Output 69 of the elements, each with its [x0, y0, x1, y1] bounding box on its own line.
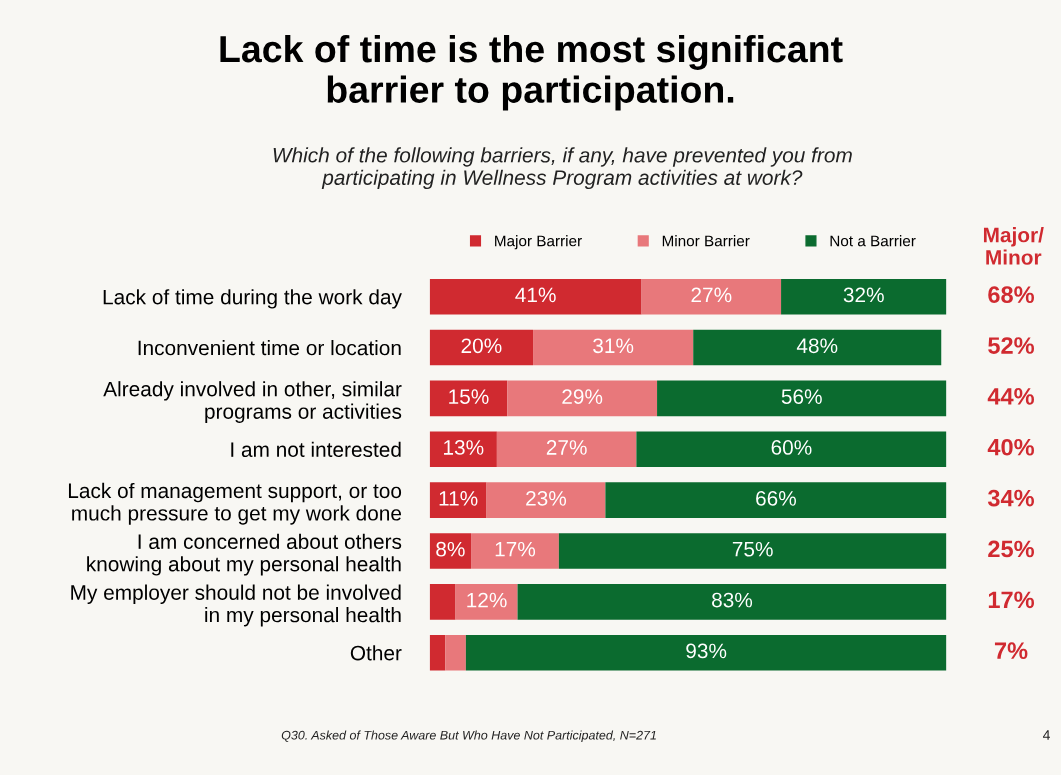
- chart-subtitle: Which of the following barriers, if any, have prevented you from participating in Wellness Program activities at work?: [273, 147, 852, 190]
- legend-label: Not a Barrier: [830, 235, 916, 247]
- data-label: 41%: [515, 287, 556, 303]
- bar: [471, 533, 559, 569]
- bar: [429, 329, 534, 366]
- data-label: 17%: [495, 541, 536, 557]
- bar: [465, 634, 947, 671]
- bar: [429, 431, 497, 468]
- data-label: 93%: [686, 643, 727, 659]
- data-label: 66%: [756, 490, 797, 506]
- data-label: 27%: [546, 440, 587, 455]
- data-label: 23%: [526, 490, 567, 506]
- chart-title: Lack of time is the most significant barrier to participation.: [220, 34, 843, 111]
- data-label: 13%: [444, 440, 484, 455]
- bar: [558, 533, 947, 569]
- bar: [486, 482, 606, 518]
- text: 4: [1042, 730, 1050, 740]
- bar: [429, 634, 446, 671]
- text: Major/ Minor: [983, 227, 1044, 265]
- data-label: 15%: [449, 389, 489, 404]
- text: 7%: [994, 642, 1028, 659]
- legend-label: Minor Barrier: [662, 235, 750, 247]
- bar: [641, 278, 782, 315]
- text: 17%: [988, 591, 1035, 609]
- text: 68%: [988, 286, 1035, 304]
- bar: [507, 380, 658, 417]
- bar: [605, 482, 947, 518]
- data-label: 11%: [439, 491, 478, 506]
- bar: [429, 278, 642, 315]
- y-tick-label: Lack of time during the work day: [103, 289, 402, 309]
- bar: [636, 431, 947, 468]
- text: 34%: [987, 489, 1035, 507]
- y-tick-label: Lack of management support, or too much pressure to get my work done: [68, 482, 402, 525]
- bar: [445, 634, 466, 671]
- data-label: 83%: [712, 592, 753, 608]
- data-label: 75%: [732, 541, 773, 557]
- data-label: 20%: [461, 338, 502, 354]
- text: Q30. Asked of Those Aware But Who Have Not Participated, N=271: [281, 730, 656, 743]
- data-label: 29%: [562, 389, 603, 404]
- bar: [533, 329, 694, 366]
- bar: [429, 380, 508, 417]
- y-tick-label: I am concerned about others knowing about my personal health: [87, 533, 402, 576]
- y-tick-label: Inconvenient time or location: [138, 339, 401, 356]
- data-label: 32%: [843, 287, 884, 303]
- y-tick-label: Other: [350, 645, 402, 661]
- data-label: 27%: [691, 287, 732, 303]
- data-label: 8%: [436, 541, 465, 557]
- bar: [693, 329, 942, 366]
- y-tick-label: My employer should not be involved in my personal health: [71, 584, 401, 627]
- text: 52%: [988, 337, 1035, 354]
- data-label: 48%: [796, 338, 838, 354]
- bar: [429, 584, 456, 620]
- data-label: 12%: [467, 592, 507, 608]
- text: 44%: [987, 388, 1035, 405]
- data-label: 31%: [593, 338, 634, 354]
- data-label: 60%: [771, 440, 812, 455]
- text: 25%: [988, 540, 1035, 558]
- bar: [517, 584, 947, 620]
- bar: [429, 533, 472, 569]
- bar: [496, 431, 637, 468]
- data-label: 56%: [781, 389, 822, 404]
- bar: [781, 278, 947, 315]
- y-tick-label: I am not interested: [231, 441, 401, 458]
- y-tick-label: Already involved in other, similar programs or activities: [103, 381, 402, 423]
- bar: [429, 482, 487, 518]
- legend-label: Major Barrier: [495, 235, 582, 250]
- bar: [657, 380, 947, 417]
- bar: [455, 584, 518, 620]
- text: 40%: [987, 438, 1035, 456]
